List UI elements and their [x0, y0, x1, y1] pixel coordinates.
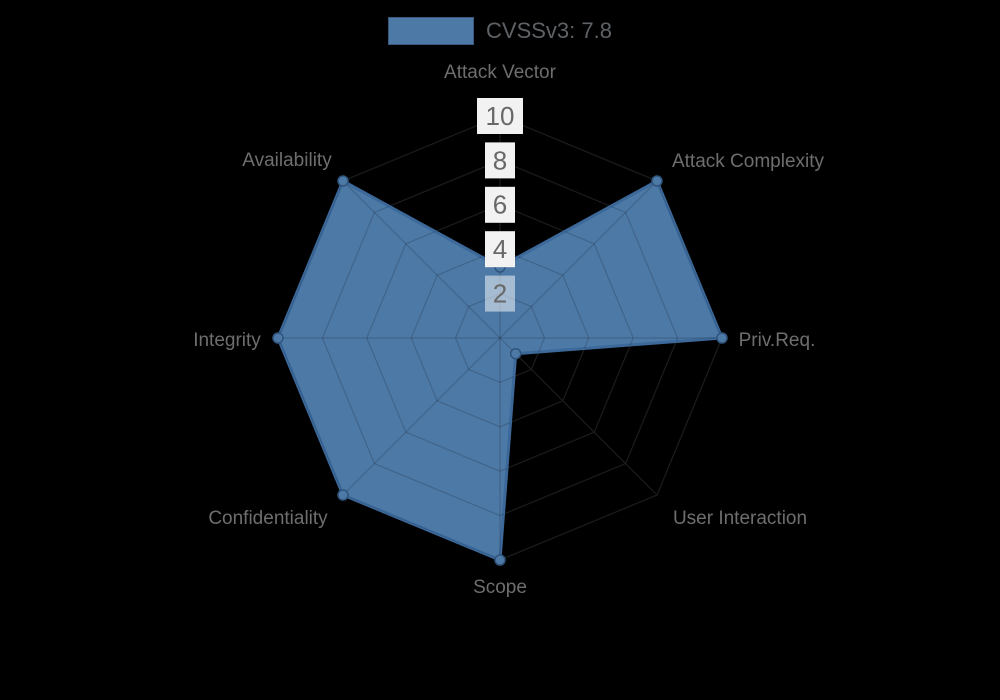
axis-label-integrity: Integrity: [193, 330, 261, 351]
axis-spoke-over: [499, 181, 658, 339]
legend-label: CVSSv3: 7.8: [486, 18, 612, 43]
axis-spoke-over: [342, 337, 501, 496]
data-point-integrity[interactable]: [272, 332, 284, 344]
axis-label-priv-req: Priv.Req.: [739, 330, 816, 351]
grid-ring-over-2: [454, 292, 546, 384]
grid-ring-over-6: [366, 204, 634, 472]
axis-label-confidentiality: Confidentiality: [208, 508, 328, 529]
axis-label-user-interaction: User Interaction: [673, 508, 807, 529]
grid-ring-over-8: [321, 181, 679, 517]
tick-backdrop-2: [485, 275, 515, 312]
data-point-confidentiality[interactable]: [337, 489, 349, 501]
tick-label-4: 4: [493, 234, 507, 264]
tick-backdrop-8: [485, 142, 515, 179]
tick-label-8: 8: [493, 145, 507, 175]
tick-backdrop-10: [477, 98, 523, 134]
tick-label-6: 6: [493, 190, 507, 220]
axis-label-attack-vector: Attack Vector: [444, 62, 557, 83]
axis-spoke: [499, 337, 658, 496]
data-point-attack-complexity[interactable]: [651, 175, 663, 187]
legend-item-cvssv3[interactable]: CVSSv3: 7.8: [0, 17, 1000, 45]
axis-spoke-over: [342, 181, 501, 339]
grid-ring-over-4: [410, 248, 590, 428]
axis-label-scope: Scope: [473, 577, 527, 598]
data-point-priv-req[interactable]: [716, 332, 728, 344]
axis-label-availability: Availability: [242, 150, 332, 171]
data-point-user-interaction[interactable]: [509, 347, 522, 360]
tick-label-2: 2: [493, 278, 507, 308]
tick-label-10: 10: [486, 101, 515, 131]
data-point-scope[interactable]: [494, 554, 506, 566]
legend-swatch: [388, 17, 475, 45]
tick-backdrop-4: [485, 231, 515, 268]
axis-label-attack-complexity: Attack Complexity: [672, 151, 825, 172]
data-point-availability[interactable]: [337, 175, 349, 187]
tick-backdrop-6: [485, 186, 515, 223]
